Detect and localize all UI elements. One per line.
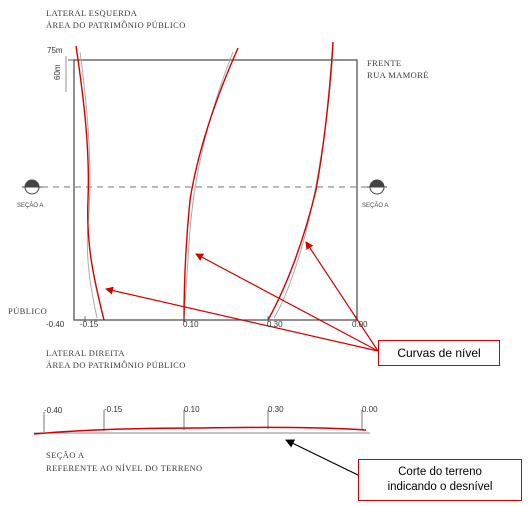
section-level-label: -0.40 (44, 406, 63, 415)
plan-level-label: 0.10 (183, 320, 199, 329)
plan-level-label: -0.40 (46, 320, 65, 329)
right-label-line2: RUA MAMORÉ (367, 70, 429, 80)
terrain-profile (33, 426, 367, 435)
top-label-line2: ÁREA DO PATRIMÔNIO PÚBLICO (46, 20, 186, 30)
plan-level-label: 0.00 (352, 320, 368, 329)
plan-level-label: -0.15 (80, 320, 99, 329)
section-arrow (285, 439, 361, 477)
section-marker-right-label: SEÇÃO A (362, 203, 389, 209)
left-label-fragment: PÚBLICO (8, 306, 48, 316)
annotation-section-line2: indicando o desnível (387, 481, 493, 493)
annotation-section-line1: Corte do terreno (398, 466, 482, 478)
section-caption-line1: SEÇÃO A (46, 450, 85, 460)
section-marker-left (22, 179, 42, 195)
right-label-line1: FRENTE (367, 58, 402, 68)
section-level-label: 0.10 (184, 405, 200, 414)
section-level-label: 0.30 (268, 405, 284, 414)
bottom-label-line1: LATERAL DIREITA (46, 348, 125, 358)
lot-boundary (73, 59, 358, 321)
section-caption-line2: REFERENTE AO NÍVEL DO TERRENO (46, 463, 203, 473)
section-marker-left-label: SEÇÃO A (17, 203, 44, 209)
annotation-curves: Curvas de nível (378, 340, 500, 366)
section-level-label: 0.00 (362, 405, 378, 414)
contour-curves (75, 41, 334, 323)
section-marker-right (367, 179, 387, 195)
section-level-label: -0.15 (104, 405, 123, 414)
dim-top-width: 75m (47, 46, 63, 55)
plan-level-label: 0.30 (267, 320, 283, 329)
top-label-line1: LATERAL ESQUERDA (46, 8, 138, 18)
bottom-label-line2: ÁREA DO PATRIMÔNIO PÚBLICO (46, 360, 186, 370)
dim-side-height: 60m (53, 64, 62, 80)
curves-arrows (105, 241, 379, 352)
annotation-section: Corte do terreno indicando o desnível (358, 459, 522, 501)
